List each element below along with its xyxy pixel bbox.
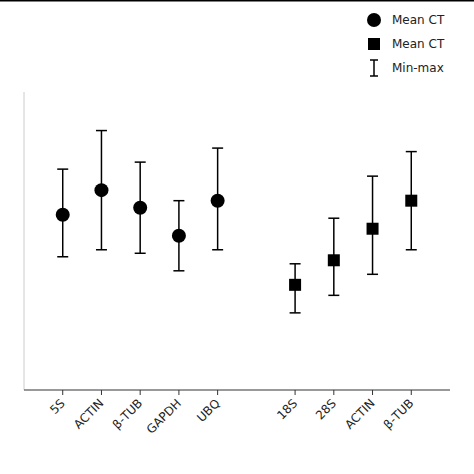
x-axis-line xyxy=(24,390,450,391)
x-tick-label: 5S xyxy=(47,396,68,417)
x-tick-label: UBQ xyxy=(194,396,223,425)
point-circle xyxy=(94,183,108,197)
point-square xyxy=(289,279,301,291)
error-bar-cap-bottom xyxy=(135,253,146,255)
legend-label: Mean CT xyxy=(392,37,445,51)
series-circle xyxy=(56,131,225,271)
legend-marker-circle xyxy=(367,13,381,27)
x-tick xyxy=(333,390,334,395)
error-bar-cap-bottom xyxy=(367,274,378,276)
point-circle xyxy=(56,208,70,222)
point-circle xyxy=(211,194,225,208)
x-tick xyxy=(372,390,373,395)
chart-svg: 5SACTINβ-TUBGAPDHUBQ18S28SACTINβ-TUBMean… xyxy=(0,0,474,474)
error-bar-cap-top xyxy=(290,263,301,265)
error-bar-cap-top xyxy=(96,130,107,132)
error-bar-cap-bottom xyxy=(173,270,184,272)
x-tick-label: 28S xyxy=(313,396,339,422)
error-bar-cap-bottom xyxy=(406,249,417,251)
error-bar xyxy=(290,264,301,313)
legend-label: Mean CT xyxy=(392,13,445,27)
legend-ibeam-stem xyxy=(373,60,375,76)
x-tick xyxy=(217,390,218,395)
x-tick xyxy=(411,390,412,395)
point-square xyxy=(367,223,379,235)
error-bar-cap-top xyxy=(328,217,339,219)
error-bar-cap-bottom xyxy=(290,312,301,314)
error-bar-cap-top xyxy=(173,200,184,202)
error-bar xyxy=(406,152,417,250)
error-bar-cap-top xyxy=(135,161,146,163)
x-tick-label: ACTIN xyxy=(342,396,378,432)
x-tick xyxy=(178,390,179,395)
error-bar xyxy=(367,176,378,274)
point-circle xyxy=(172,229,186,243)
legend-label: Min-max xyxy=(392,61,444,75)
error-bar-cap-bottom xyxy=(57,256,68,258)
x-tick xyxy=(140,390,141,395)
point-square xyxy=(405,195,417,207)
legend-ibeam xyxy=(370,60,378,76)
x-tick-label: β-TUB xyxy=(110,396,146,432)
background xyxy=(0,0,474,474)
error-bar-cap-bottom xyxy=(96,249,107,251)
chart-container: 5SACTINβ-TUBGAPDHUBQ18S28SACTINβ-TUBMean… xyxy=(0,0,474,474)
legend-marker-square xyxy=(368,38,380,50)
x-tick-label: 18S xyxy=(274,396,300,422)
error-bar-cap-bottom xyxy=(328,295,339,297)
error-bar-cap-top xyxy=(57,168,68,170)
x-tick xyxy=(62,390,63,395)
x-tick-label: β-TUB xyxy=(381,396,417,432)
legend-ibeam-cap xyxy=(370,59,378,61)
error-bar xyxy=(328,218,339,295)
error-bar-cap-bottom xyxy=(212,249,223,251)
x-tick-label: ACTIN xyxy=(71,396,107,432)
x-tick xyxy=(101,390,102,395)
y-axis-line xyxy=(24,92,25,390)
legend: Mean CT Mean CT Min-max xyxy=(367,13,445,76)
point-circle xyxy=(133,201,147,215)
marks xyxy=(56,131,418,313)
x-tick xyxy=(295,390,296,395)
series-square xyxy=(289,152,417,313)
x-tick-label: GAPDH xyxy=(144,396,184,436)
error-bar-cap-top xyxy=(406,151,417,153)
top-border xyxy=(0,0,474,2)
error-bar-cap-top xyxy=(212,147,223,149)
error-bar-cap-top xyxy=(367,175,378,177)
point-square xyxy=(328,254,340,266)
x-ticks: 5SACTINβ-TUBGAPDHUBQ18S28SACTINβ-TUB xyxy=(47,390,416,437)
legend-ibeam-cap xyxy=(370,75,378,77)
